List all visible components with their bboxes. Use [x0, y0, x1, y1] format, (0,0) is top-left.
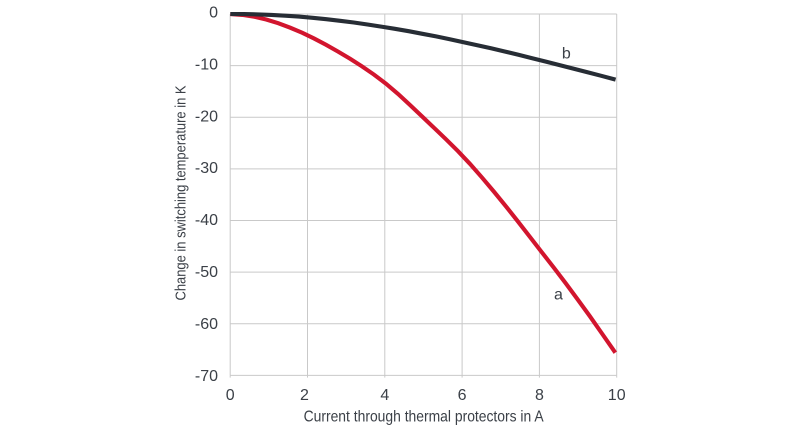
svg-text:10: 10 — [608, 387, 626, 404]
svg-text:-20: -20 — [195, 108, 218, 125]
svg-text:6: 6 — [458, 387, 467, 404]
svg-text:-10: -10 — [195, 56, 218, 73]
svg-text:-30: -30 — [195, 160, 218, 177]
svg-text:Current through thermal protec: Current through thermal protectors in A — [304, 409, 544, 426]
svg-text:0: 0 — [226, 387, 235, 404]
svg-text:8: 8 — [535, 387, 544, 404]
svg-text:0: 0 — [209, 5, 218, 22]
svg-text:-40: -40 — [195, 212, 218, 229]
svg-text:-50: -50 — [195, 264, 218, 281]
svg-text:4: 4 — [380, 387, 389, 404]
svg-text:a: a — [554, 287, 563, 304]
svg-text:Change in switching temperatur: Change in switching temperature in K — [173, 86, 190, 301]
svg-text:-70: -70 — [195, 368, 218, 385]
svg-text:-60: -60 — [195, 316, 218, 333]
svg-text:2: 2 — [300, 387, 309, 404]
svg-text:b: b — [562, 46, 571, 63]
